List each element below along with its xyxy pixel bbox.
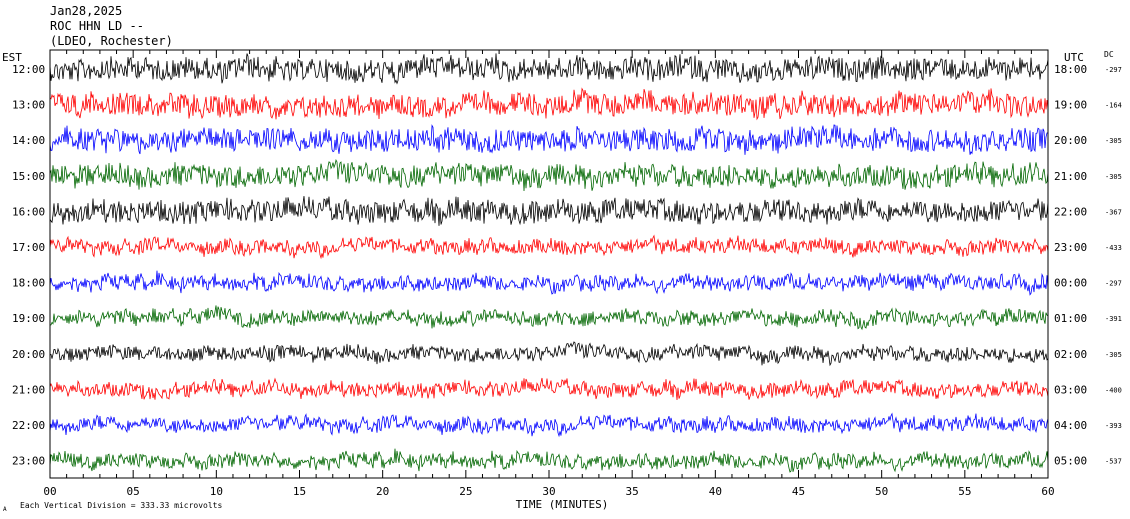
- scale-note: Each Vertical Division = 333.33 microvol…: [20, 501, 222, 510]
- trace-row-1600: [49, 196, 1049, 226]
- dc-offset-label: -393: [1105, 422, 1122, 430]
- x-tick-label: 15: [293, 485, 306, 498]
- dc-offset-label: -367: [1105, 208, 1122, 216]
- x-tick-label: 45: [792, 485, 805, 498]
- est-time-label: 20:00: [12, 348, 45, 361]
- est-time-label: 14:00: [12, 134, 45, 147]
- x-axis-title: TIME (MINUTES): [516, 498, 609, 511]
- left-timezone-label: EST: [2, 51, 22, 64]
- network-label: (LDEO, Rochester): [50, 34, 173, 48]
- trace-row-2100: [49, 377, 1049, 401]
- utc-time-label: 22:00: [1054, 205, 1087, 218]
- x-tick-label: 10: [210, 485, 223, 498]
- row-labels: 12:00 18:00 -297 13:00 19:00 -164 14:00 20:00 -3…: [12, 63, 1122, 468]
- trace-layer: [49, 53, 1049, 473]
- trace-row-2200: [49, 412, 1049, 438]
- utc-time-label: 04:00: [1054, 419, 1087, 432]
- corner-mark: A: [3, 506, 7, 513]
- est-time-label: 22:00: [12, 419, 45, 432]
- x-tick-label: 00: [43, 485, 56, 498]
- trace-row-1800: [49, 270, 1049, 296]
- trace-row-2000: [49, 341, 1049, 367]
- est-time-label: 19:00: [12, 312, 45, 325]
- x-tick-label: 50: [875, 485, 888, 498]
- est-time-label: 21:00: [12, 383, 45, 396]
- utc-time-label: 20:00: [1054, 134, 1087, 147]
- utc-time-label: 03:00: [1054, 383, 1087, 396]
- utc-time-label: 23:00: [1054, 241, 1087, 254]
- est-time-label: 17:00: [12, 241, 45, 254]
- dc-offset-label: -305: [1105, 173, 1122, 181]
- dc-offset-label: -400: [1105, 386, 1122, 394]
- trace-row-1300: [49, 87, 1049, 121]
- trace-row-1700: [49, 234, 1049, 260]
- x-tick-labels: 00 05 10 15 20 25 30 35 40 45 50 55 60: [43, 485, 1054, 498]
- x-tick-label: 20: [376, 485, 389, 498]
- station-label: ROC HHN LD --: [50, 19, 144, 33]
- x-tick-marks: [49, 50, 1049, 478]
- est-time-label: 13:00: [12, 99, 45, 112]
- trace-row-1500: [49, 158, 1049, 192]
- plot-frame: [49, 49, 1049, 479]
- right-timezone-label: UTC: [1064, 51, 1084, 64]
- utc-time-label: 18:00: [1054, 63, 1087, 76]
- utc-time-label: 01:00: [1054, 312, 1087, 325]
- est-time-label: 12:00: [12, 63, 45, 76]
- dc-offset-label: -391: [1105, 315, 1122, 323]
- utc-time-label: 19:00: [1054, 99, 1087, 112]
- est-time-label: 18:00: [12, 277, 45, 290]
- dc-offset-label: -297: [1105, 280, 1122, 288]
- x-tick-label: 55: [958, 485, 971, 498]
- dc-offset-label: -433: [1105, 244, 1122, 252]
- dc-offset-label: -164: [1105, 102, 1122, 110]
- trace-row-2300: [49, 448, 1049, 473]
- dc-offset-label: -305: [1105, 137, 1122, 145]
- x-tick-label: 60: [1041, 485, 1054, 498]
- utc-time-label: 02:00: [1054, 348, 1087, 361]
- dc-offset-label: -537: [1105, 458, 1122, 466]
- est-time-label: 15:00: [12, 170, 45, 183]
- est-time-label: 16:00: [12, 205, 45, 218]
- x-tick-label: 25: [459, 485, 472, 498]
- dc-header-label: DC: [1104, 50, 1114, 59]
- dc-offset-label: -305: [1105, 351, 1122, 359]
- x-tick-label: 30: [542, 485, 555, 498]
- trace-row-1900: [49, 305, 1049, 331]
- dc-offset-label: -297: [1105, 66, 1122, 74]
- utc-time-label: 00:00: [1054, 277, 1087, 290]
- est-time-label: 23:00: [12, 455, 45, 468]
- utc-time-label: 21:00: [1054, 170, 1087, 183]
- x-tick-label: 05: [127, 485, 140, 498]
- trace-row-1400: [49, 124, 1049, 155]
- utc-time-label: 05:00: [1054, 455, 1087, 468]
- x-tick-label: 35: [626, 485, 639, 498]
- x-tick-label: 40: [709, 485, 722, 498]
- chart-date-title: Jan28,2025: [50, 4, 122, 18]
- trace-row-1200: [49, 53, 1049, 85]
